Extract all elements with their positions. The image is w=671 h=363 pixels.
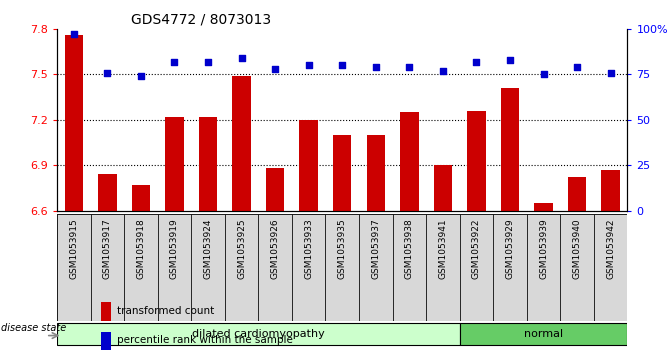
Text: transformed count: transformed count: [117, 306, 215, 316]
Text: GSM1053939: GSM1053939: [539, 219, 548, 279]
Bar: [64, 35, 83, 211]
Text: GSM1053929: GSM1053929: [505, 219, 515, 279]
Point: [136, 73, 146, 79]
Text: GSM1053935: GSM1053935: [338, 219, 347, 279]
Bar: [57, 323, 460, 346]
Bar: [158, 214, 191, 321]
Bar: [101, 332, 111, 350]
Text: GSM1053925: GSM1053925: [237, 219, 246, 279]
Point: [303, 62, 314, 68]
Bar: [560, 214, 594, 321]
Point: [236, 55, 247, 61]
Bar: [534, 203, 553, 211]
Bar: [101, 302, 111, 321]
Bar: [333, 135, 352, 211]
Bar: [57, 214, 91, 321]
Text: GSM1053926: GSM1053926: [270, 219, 280, 279]
Point: [471, 59, 482, 65]
Bar: [393, 214, 426, 321]
Bar: [258, 214, 292, 321]
Bar: [266, 168, 285, 211]
Point: [605, 70, 616, 76]
Text: GSM1053917: GSM1053917: [103, 219, 112, 279]
Text: GSM1053933: GSM1053933: [304, 219, 313, 279]
Point: [505, 57, 515, 63]
Bar: [426, 214, 460, 321]
Text: GSM1053937: GSM1053937: [371, 219, 380, 279]
Bar: [225, 214, 258, 321]
Text: GSM1053940: GSM1053940: [572, 219, 582, 279]
Text: normal: normal: [524, 329, 563, 339]
Bar: [292, 214, 325, 321]
Text: percentile rank within the sample: percentile rank within the sample: [117, 335, 293, 345]
Point: [437, 68, 448, 74]
Point: [572, 64, 582, 70]
Text: GSM1053938: GSM1053938: [405, 219, 414, 279]
Text: GSM1053922: GSM1053922: [472, 219, 481, 279]
Bar: [98, 174, 117, 211]
Text: dilated cardiomyopathy: dilated cardiomyopathy: [192, 329, 325, 339]
Point: [203, 59, 213, 65]
Bar: [460, 214, 493, 321]
Bar: [91, 214, 124, 321]
Bar: [467, 111, 486, 211]
Bar: [501, 88, 519, 211]
Bar: [199, 117, 217, 211]
Point: [169, 59, 180, 65]
Bar: [594, 214, 627, 321]
Bar: [232, 76, 251, 211]
Text: GSM1053942: GSM1053942: [606, 219, 615, 279]
Bar: [359, 214, 393, 321]
Text: disease state: disease state: [1, 323, 66, 333]
Bar: [400, 112, 419, 211]
Bar: [433, 165, 452, 211]
Point: [270, 66, 280, 72]
Point: [370, 64, 381, 70]
Point: [404, 64, 415, 70]
Bar: [191, 214, 225, 321]
Point: [538, 72, 549, 77]
Text: GSM1053924: GSM1053924: [203, 219, 213, 279]
Text: GSM1053915: GSM1053915: [69, 219, 79, 279]
Text: GSM1053941: GSM1053941: [438, 219, 448, 279]
Bar: [493, 214, 527, 321]
Point: [102, 70, 113, 76]
Bar: [325, 214, 359, 321]
Bar: [601, 170, 620, 211]
Bar: [460, 323, 627, 346]
Bar: [527, 214, 560, 321]
Text: GSM1053919: GSM1053919: [170, 219, 179, 279]
Bar: [165, 117, 184, 211]
Bar: [568, 177, 586, 211]
Bar: [124, 214, 158, 321]
Text: GSM1053918: GSM1053918: [136, 219, 146, 279]
Point: [68, 32, 79, 37]
Bar: [299, 120, 318, 211]
Bar: [366, 135, 385, 211]
Point: [337, 62, 348, 68]
Text: GDS4772 / 8073013: GDS4772 / 8073013: [131, 12, 271, 26]
Bar: [132, 185, 150, 211]
